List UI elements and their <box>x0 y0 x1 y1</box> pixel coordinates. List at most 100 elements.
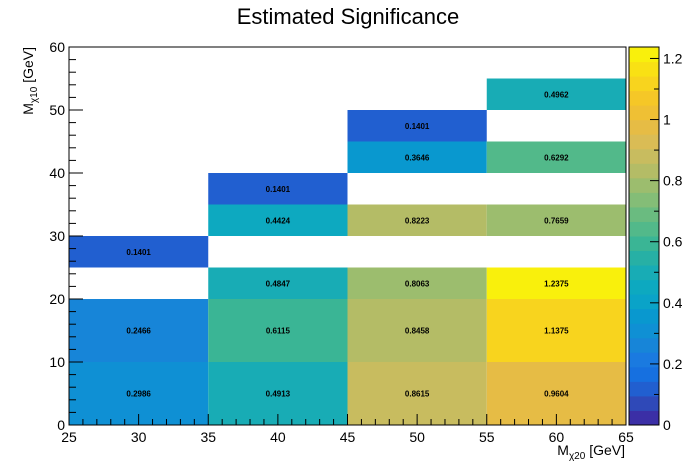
y-tick-label: 30 <box>49 228 65 244</box>
palette-swatch <box>629 410 659 426</box>
x-tick-label: 55 <box>479 429 495 445</box>
x-tick-label: 40 <box>270 429 286 445</box>
palette-swatch <box>629 366 659 382</box>
palette-tick-label: 0.2 <box>663 356 683 372</box>
cell-value-label: 0.4913 <box>266 390 291 399</box>
y-tick-label: 60 <box>49 39 65 55</box>
y-axis-label-unit: [GeV] <box>20 47 36 87</box>
cell-value-label: 1.1375 <box>544 327 569 336</box>
x-tick-label: 60 <box>549 429 565 445</box>
cell-value-label: 0.6292 <box>544 153 569 162</box>
y-tick-label: 50 <box>49 102 65 118</box>
palette-swatch <box>629 279 659 295</box>
palette-swatch <box>629 323 659 339</box>
y-tick-label: 10 <box>49 354 65 370</box>
cell-value-label: 0.1401 <box>266 185 291 194</box>
cell-value-label: 0.2986 <box>126 390 151 399</box>
plot-area: 0.2986 0.2466 0.1401 0.4913 0.6115 0.4847 0.44… <box>49 39 634 445</box>
x-tick-label: 35 <box>200 429 216 445</box>
cell-value-label: 0.8615 <box>405 390 430 399</box>
heatmap-cell <box>208 204 348 236</box>
x-tick-label: 50 <box>409 429 425 445</box>
palette-swatch <box>629 134 659 150</box>
cell-value-label: 0.4962 <box>544 90 569 99</box>
palette-swatch <box>629 47 659 63</box>
heatmap-cell <box>208 267 348 299</box>
heatmap-cell <box>486 267 626 299</box>
x-axis-label-main: M <box>557 442 569 458</box>
palette-swatch <box>629 236 659 252</box>
cell-value-label: 0.1401 <box>405 122 430 131</box>
palette-swatch <box>629 90 659 106</box>
x-axis-label-sub: χ20 <box>569 451 586 462</box>
palette-swatch <box>629 308 659 324</box>
cell-value-label: 0.7659 <box>544 216 569 225</box>
palette-swatch <box>629 294 659 310</box>
palette-swatch <box>629 352 659 368</box>
cell-value-label: 0.2466 <box>126 327 151 336</box>
y-tick-label: 20 <box>49 291 65 307</box>
heatmap-cell <box>208 173 348 205</box>
x-tick-label: 25 <box>61 429 77 445</box>
color-palette <box>628 46 660 426</box>
palette-swatch <box>629 265 659 281</box>
heatmap-cell-labels: 0.2986 0.2466 0.1401 0.4913 0.6115 0.4847 0.44… <box>126 90 569 398</box>
heatmap-cell <box>347 267 487 299</box>
cell-value-label: 0.8063 <box>405 279 430 288</box>
y-axis-ticks: 0 10 20 30 40 50 60 <box>49 39 83 433</box>
heatmap-cell <box>347 141 487 173</box>
palette-swatch <box>629 250 659 266</box>
cell-value-label: 0.9604 <box>544 390 569 399</box>
heatmap-cell <box>486 141 626 173</box>
heatmap-cell <box>347 110 487 142</box>
x-axis-ticks: 25 30 35 40 45 50 55 60 65 <box>61 414 634 445</box>
heatmap-cell <box>347 204 487 236</box>
palette-tick-label: 0 <box>663 417 671 433</box>
heatmap-cell <box>208 299 348 362</box>
palette-tick-label: 1 <box>663 112 671 128</box>
palette-axis-ticks: 0 0.2 0.4 0.6 0.8 1 1.2 <box>650 50 683 433</box>
palette-swatch <box>629 105 659 121</box>
palette-border <box>628 46 660 426</box>
cell-value-label: 0.4847 <box>266 279 291 288</box>
palette-tick-label: 0.4 <box>663 295 683 311</box>
palette-tick-label: 0.8 <box>663 173 683 189</box>
x-tick-label: 65 <box>618 429 634 445</box>
heatmap-cell <box>486 299 626 362</box>
y-axis-label: Mχ10 [GeV] <box>20 47 40 115</box>
palette-tick-label: 0.6 <box>663 234 683 250</box>
cell-value-label: 0.1401 <box>126 248 151 257</box>
y-tick-label: 40 <box>49 165 65 181</box>
heatmap-cell <box>486 78 626 110</box>
cell-value-label: 0.6115 <box>266 327 291 336</box>
palette-swatch <box>629 61 659 77</box>
heatmap-cell <box>347 299 487 362</box>
palette-swatch <box>629 119 659 135</box>
heatmap-cell <box>69 299 209 362</box>
heatmap-cell <box>486 204 626 236</box>
palette-tick-label: 1.2 <box>663 50 683 66</box>
palette-swatch <box>629 177 659 193</box>
y-axis-label-main: M <box>20 103 36 115</box>
palette-swatch <box>629 381 659 397</box>
palette-swatch <box>629 76 659 92</box>
chart-title: Estimated Significance <box>237 4 460 29</box>
palette-swatch <box>629 192 659 208</box>
cell-value-label: 0.8223 <box>405 216 430 225</box>
palette-swatch <box>629 337 659 353</box>
palette-swatch <box>629 163 659 179</box>
cell-value-label: 1.2375 <box>544 279 569 288</box>
palette-swatch <box>629 395 659 411</box>
palette-swatch <box>629 148 659 164</box>
cell-value-label: 0.4424 <box>266 216 291 225</box>
cell-value-label: 0.8458 <box>405 327 430 336</box>
y-axis-label-sub: χ10 <box>29 86 40 103</box>
x-tick-label: 45 <box>340 429 356 445</box>
palette-swatch <box>629 206 659 222</box>
y-tick-label: 0 <box>57 417 65 433</box>
palette-swatch <box>629 221 659 237</box>
cell-value-label: 0.3646 <box>405 153 430 162</box>
heatmap-cell <box>69 236 209 268</box>
x-axis-label: Mχ20 [GeV] <box>557 442 625 462</box>
